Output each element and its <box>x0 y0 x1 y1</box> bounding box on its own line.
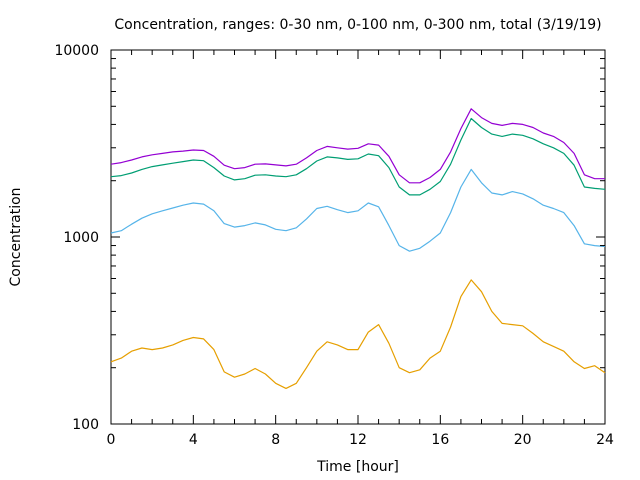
series-line-4 <box>110 279 606 389</box>
x-tick-label: 12 <box>349 432 367 448</box>
chart-title: Concentration, ranges: 0-30 nm, 0-100 nm… <box>114 17 601 33</box>
y-tick-label: 1000 <box>63 230 99 246</box>
x-tick-label: 16 <box>431 432 449 448</box>
series-line-1 <box>110 108 605 184</box>
x-tick-label: 0 <box>107 432 116 448</box>
y-axis: 100 1000 10000 <box>54 43 605 433</box>
x-tick-label: 8 <box>271 432 280 448</box>
x-tick-label: 20 <box>514 432 532 448</box>
y-axis-label: Concentration <box>8 187 24 286</box>
x-axis-label: Time [hour] <box>316 459 399 475</box>
x-tick-label: 4 <box>189 432 198 448</box>
x-tick-label: 24 <box>596 432 614 448</box>
series-line-3 <box>110 168 606 252</box>
y-tick-label: 10000 <box>54 43 99 59</box>
plot-frame <box>110 49 606 425</box>
y-tick-label: 100 <box>72 417 99 433</box>
series-layer <box>110 108 606 389</box>
plot-area <box>110 49 606 425</box>
series-line-2 <box>110 117 606 196</box>
x-axis: 0 4 8 12 16 20 24 <box>107 50 614 448</box>
